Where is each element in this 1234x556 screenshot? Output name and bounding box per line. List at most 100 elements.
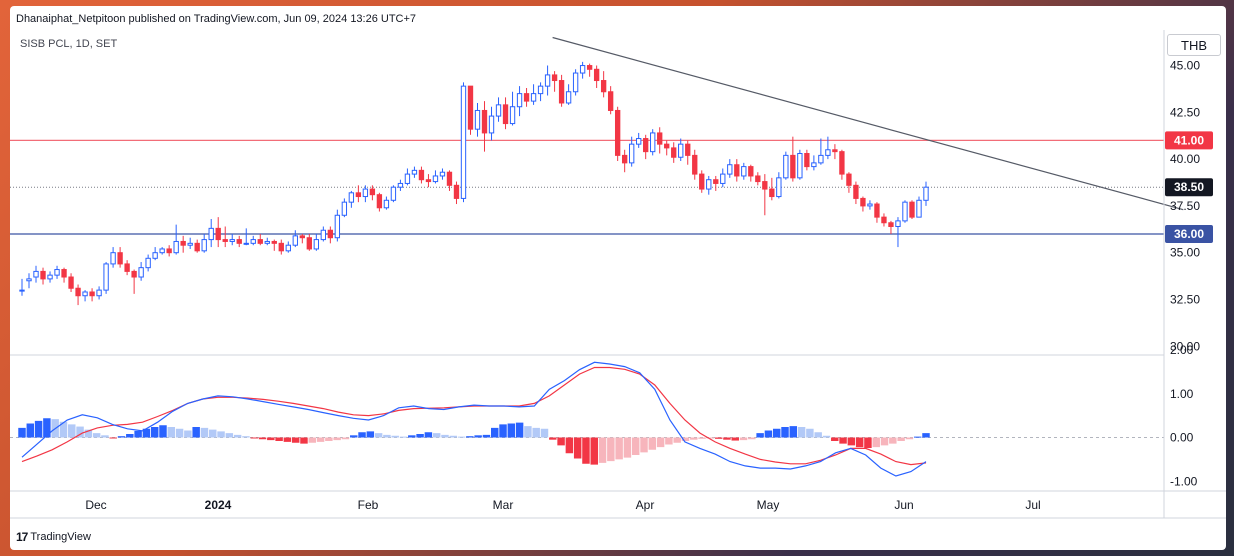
macd-histogram-bar <box>772 428 781 438</box>
candle-body <box>551 74 558 82</box>
candle-body <box>923 186 929 201</box>
candle-body <box>362 188 369 198</box>
candle-body <box>474 109 481 130</box>
macd-histogram-bar <box>532 427 540 438</box>
candle-body <box>523 93 530 102</box>
macd-line <box>21 361 927 477</box>
macd-histogram-bar <box>383 434 391 438</box>
candle-body <box>846 173 852 186</box>
currency-button[interactable]: THB <box>1167 34 1221 56</box>
macd-histogram-bar <box>184 430 192 438</box>
macd-histogram-bar <box>515 422 524 438</box>
macd-histogram-bar <box>872 437 880 448</box>
macd-histogram-bar <box>325 437 333 441</box>
macd-histogram-bar <box>217 431 225 438</box>
macd-histogram-bar <box>233 434 242 438</box>
macd-histogram-bar <box>789 426 798 438</box>
candle-body <box>334 214 341 239</box>
candle-body <box>418 169 425 181</box>
macd-histogram-bar <box>466 436 474 438</box>
candle-body <box>89 291 95 297</box>
macd-histogram-bar <box>723 437 731 440</box>
macd-histogram-bar <box>416 434 424 438</box>
macd-histogram-bar <box>482 434 491 438</box>
candle-body <box>621 154 628 164</box>
last-price-label: 38.50 <box>1174 180 1204 194</box>
symbol-legend[interactable]: SISB PCL, 1D, SET <box>20 38 118 50</box>
macd-histogram-bar <box>150 427 159 438</box>
macd-histogram-bar <box>43 418 51 438</box>
candle-body <box>96 289 102 297</box>
candle-body <box>600 80 607 93</box>
candle-body <box>671 147 677 158</box>
candle-body <box>187 242 193 246</box>
macd-histogram-bar <box>905 437 914 440</box>
candle-body <box>678 143 684 158</box>
candle-body <box>208 227 214 241</box>
candle-body <box>236 239 242 244</box>
candle-body <box>607 91 614 111</box>
candle-body <box>376 194 383 209</box>
candle-body <box>40 270 46 280</box>
macd-histogram-bar <box>706 437 715 439</box>
candle-body <box>867 203 873 207</box>
candle-body <box>383 199 390 209</box>
macd-histogram-bar <box>76 426 84 438</box>
candle-body <box>26 278 32 282</box>
macd-histogram-bar <box>358 432 366 438</box>
macd-histogram-bar <box>134 430 142 438</box>
candle-body <box>201 239 207 252</box>
level-label-resistance: 41.00 <box>1174 133 1204 147</box>
macd-histogram-bar <box>84 429 93 438</box>
macd-histogram-bar <box>424 432 433 438</box>
macd-histogram-bar <box>922 433 930 438</box>
candle-body <box>390 186 397 201</box>
macd-histogram-bar <box>880 437 889 446</box>
candle-body <box>439 171 446 177</box>
macd-pane[interactable] <box>10 361 1164 477</box>
candle-body <box>495 104 502 117</box>
tradingview-logo[interactable]: 17 TradingView <box>16 530 91 544</box>
macd-histogram-bar <box>524 426 532 438</box>
macd-histogram-bar <box>864 437 872 448</box>
macd-histogram-bar <box>731 437 739 441</box>
candle-body <box>909 201 915 218</box>
macd-histogram-bar <box>540 428 549 438</box>
macd-histogram-bar <box>690 437 698 440</box>
macd-histogram-bar <box>756 433 764 438</box>
candle-body <box>124 263 130 272</box>
trend-line <box>552 36 1184 211</box>
candle-body <box>706 179 712 190</box>
candle-body <box>145 257 151 269</box>
candle-body <box>341 201 348 216</box>
candle-body <box>327 229 334 239</box>
macd-histogram-bar <box>18 427 26 438</box>
candle-body <box>82 291 88 297</box>
candle-body <box>348 192 355 203</box>
price-tick-label: 37.50 <box>1170 199 1200 213</box>
candle-body <box>152 252 158 259</box>
candle-body <box>481 109 488 134</box>
macd-tick-label: 2.00 <box>1170 343 1194 357</box>
candle-body <box>530 93 537 102</box>
macd-histogram-bar <box>474 435 482 438</box>
chart-canvas[interactable]: 45.00 42.50 40.00 37.50 35.00 32.50 30.00 Dec 20… <box>10 6 1226 550</box>
macd-histogram-bar <box>806 428 814 438</box>
candle-body <box>222 239 228 242</box>
candle-body <box>271 240 277 244</box>
candle-body <box>685 143 691 156</box>
price-pane[interactable] <box>10 36 1184 306</box>
macd-histogram-bar <box>225 433 234 438</box>
candle-body <box>811 162 817 168</box>
macd-histogram-bar <box>242 436 250 438</box>
candle-body <box>299 235 305 239</box>
candle-body <box>278 242 284 252</box>
candle-body <box>453 184 460 199</box>
macd-histogram-bar <box>681 437 690 441</box>
macd-histogram-bar <box>341 437 350 440</box>
candle-body <box>292 235 298 246</box>
macd-histogram-bar <box>258 437 267 440</box>
macd-histogram-bar <box>267 437 275 441</box>
macd-histogram-bar <box>889 437 897 444</box>
candle-body <box>33 270 39 278</box>
